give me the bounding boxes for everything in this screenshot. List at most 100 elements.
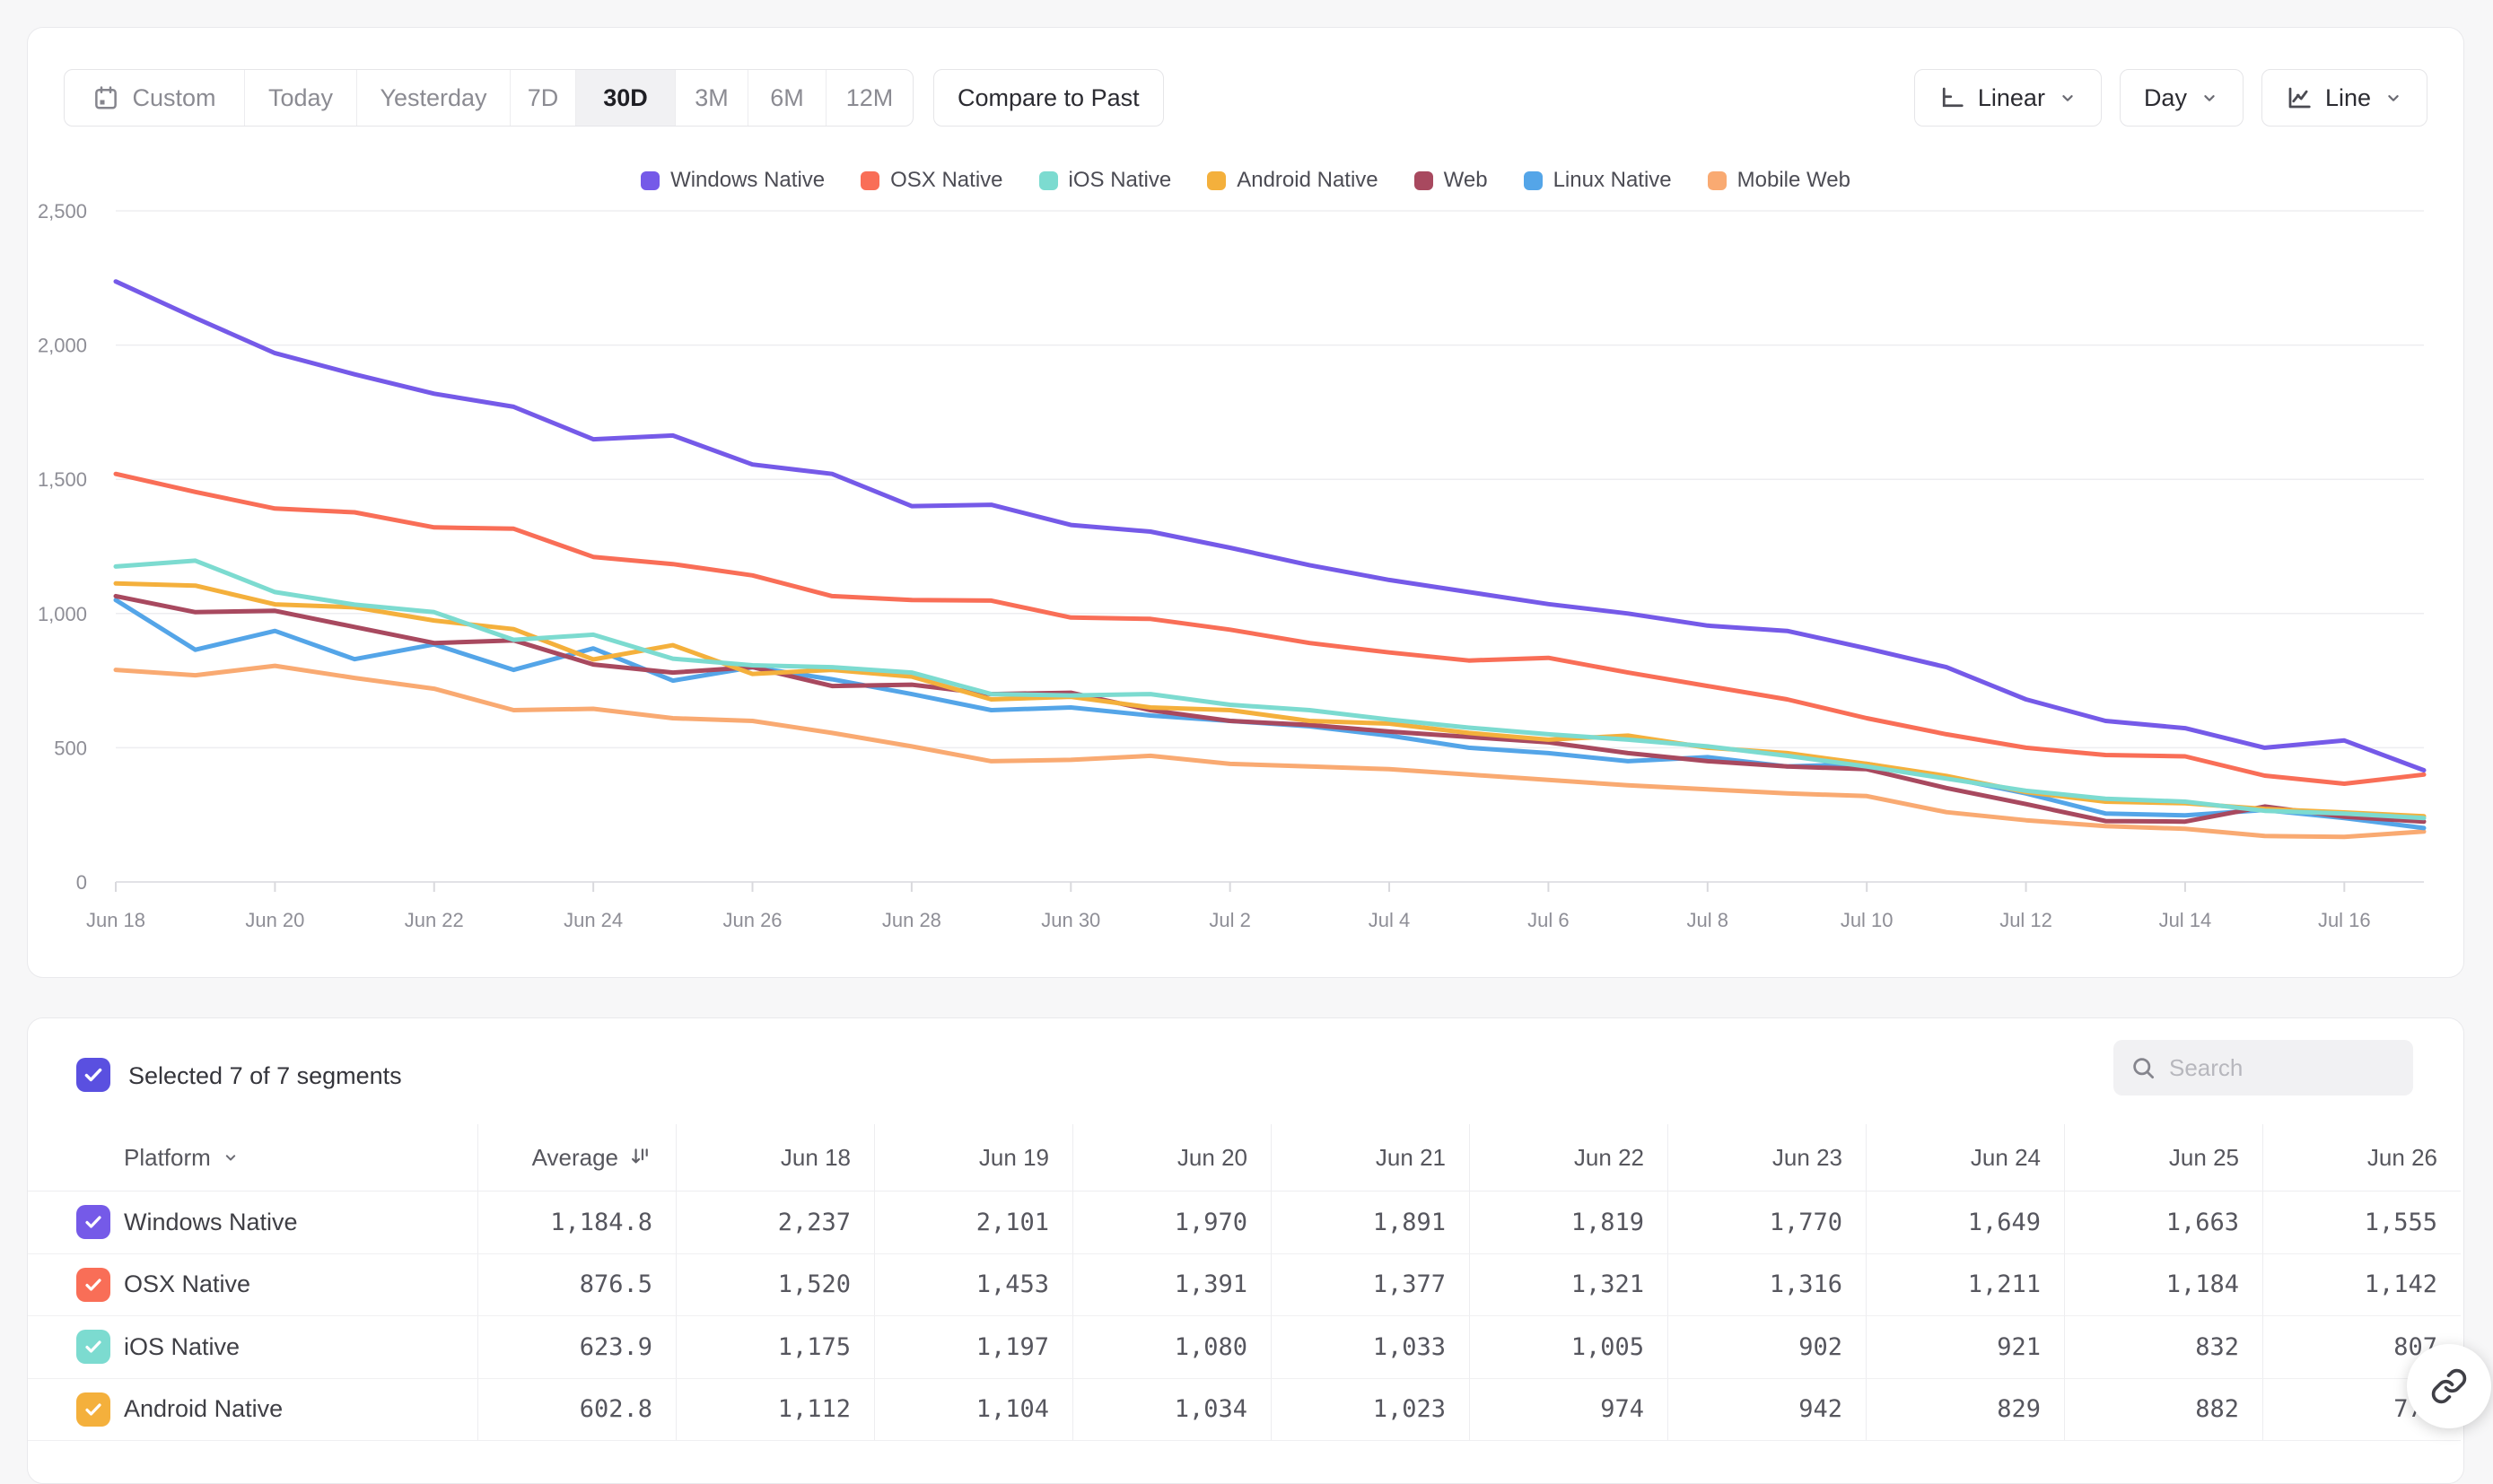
row-checkbox[interactable]: [76, 1205, 110, 1240]
column-header-jun-21[interactable]: Jun 21: [1271, 1124, 1469, 1192]
date-header-label: Jun 21: [1375, 1143, 1446, 1171]
x-axis-label: Jun 28: [882, 909, 941, 931]
table-row-osx-native[interactable]: OSX Native: [28, 1254, 477, 1316]
legend-swatch: [1707, 170, 1727, 190]
legend-swatch: [1038, 170, 1058, 190]
cell-value: 921: [1866, 1316, 2064, 1379]
table-row-android-native[interactable]: Android Native: [28, 1379, 477, 1441]
cell-value: 974: [1469, 1378, 1667, 1441]
range-item-3m[interactable]: 3M: [675, 70, 748, 126]
row-checkbox[interactable]: [76, 1267, 110, 1302]
chart-plot[interactable]: 0 500 1,000 1,500 2,000 2,500 Jun 18 Jun 20 Jun …: [28, 28, 2465, 979]
cell-value: 942: [1667, 1378, 1866, 1441]
column-header-jun-20[interactable]: Jun 20: [1072, 1124, 1271, 1192]
legend-label: Web: [1443, 168, 1488, 192]
legend-item-android-native[interactable]: Android Native: [1207, 168, 1378, 193]
series-line-mobile-web[interactable]: [113, 663, 2427, 840]
scale-select[interactable]: Linear: [1913, 69, 2102, 127]
series-line-ios-native[interactable]: [113, 558, 2427, 821]
x-axis-label: Jun 30: [1041, 909, 1100, 931]
chart-type-label: Line: [2324, 83, 2371, 111]
granularity-select[interactable]: Day: [2119, 69, 2244, 127]
column-header-jun-23[interactable]: Jun 23: [1667, 1124, 1866, 1192]
range-item-6m[interactable]: 6M: [748, 70, 826, 126]
range-item-custom[interactable]: Custom: [65, 70, 244, 126]
cell-value: 1,034: [1072, 1378, 1271, 1441]
date-header-label: Jun 24: [1970, 1143, 2041, 1171]
y-axis-label: 0: [76, 871, 87, 894]
range-item-label: Custom: [132, 83, 216, 111]
column-header-platform[interactable]: Platform: [28, 1124, 477, 1192]
column-header-jun-22[interactable]: Jun 22: [1469, 1124, 1667, 1192]
cell-value: 1,453: [874, 1253, 1072, 1316]
check-icon: [85, 1340, 101, 1353]
legend-item-osx-native[interactable]: OSX Native: [861, 168, 1003, 193]
legend-item-mobile-web[interactable]: Mobile Web: [1707, 168, 1850, 193]
range-item-30d[interactable]: 30D: [575, 70, 675, 126]
cell-average: 876.5: [477, 1253, 676, 1316]
range-item-7d[interactable]: 7D: [510, 70, 575, 126]
column-header-jun-18[interactable]: Jun 18: [676, 1124, 874, 1192]
platform-header-label: Platform: [124, 1143, 211, 1171]
column-header-average[interactable]: Average: [477, 1124, 676, 1192]
range-item-label: Today: [267, 83, 334, 111]
series-line-web[interactable]: [113, 593, 2427, 825]
legend-swatch: [1207, 170, 1227, 190]
range-item-today[interactable]: Today: [244, 70, 356, 126]
chevron-down-icon: [2384, 88, 2403, 108]
legend-label: Mobile Web: [1736, 168, 1850, 192]
x-axis-label: Jul 12: [1999, 909, 2052, 931]
y-axis-label: 500: [54, 737, 87, 759]
legend-label: Linux Native: [1553, 168, 1672, 192]
cell-value: 1,023: [1271, 1378, 1469, 1441]
cell-value: 1,555: [2262, 1192, 2461, 1254]
chart-toolbar: Custom Today Yesterday 7D 30D 3M 6M 12M Compare…: [64, 69, 2427, 127]
series-line-osx-native[interactable]: [113, 471, 2427, 786]
range-item-12m[interactable]: 12M: [826, 70, 913, 126]
column-header-jun-26[interactable]: Jun 26: [2262, 1124, 2461, 1192]
table-row-ios-native[interactable]: iOS Native: [28, 1316, 477, 1379]
range-item-yesterday[interactable]: Yesterday: [356, 70, 510, 126]
column-header-jun-25[interactable]: Jun 25: [2064, 1124, 2262, 1192]
link-fab[interactable]: [2407, 1344, 2491, 1428]
calendar-icon: [92, 84, 119, 111]
date-header-label: Jun 26: [2366, 1143, 2437, 1171]
compare-to-past-button[interactable]: Compare to Past: [933, 69, 1164, 127]
row-checkbox[interactable]: [76, 1392, 110, 1427]
range-item-label: 30D: [603, 83, 648, 111]
sort-descending-icon[interactable]: [629, 1146, 652, 1169]
range-item-label: Yesterday: [380, 83, 487, 111]
y-axis-label: 1,500: [38, 468, 87, 491]
y-axis-label: 2,500: [38, 200, 87, 223]
legend-item-windows-native[interactable]: Windows Native: [641, 168, 825, 193]
cell-value: 902: [1667, 1316, 1866, 1379]
cell-value: 1,819: [1469, 1192, 1667, 1254]
chart-legend: Windows Native OSX Native iOS Native Androi…: [28, 168, 2463, 193]
legend-label: Windows Native: [670, 168, 826, 192]
cell-value: 1,316: [1667, 1253, 1866, 1316]
row-checkbox[interactable]: [76, 1330, 110, 1365]
cell-value: 1,184: [2064, 1253, 2262, 1316]
range-item-label: 7D: [527, 83, 559, 111]
series-line-android-native[interactable]: [113, 581, 2427, 819]
chart-type-select[interactable]: Line: [2261, 69, 2427, 127]
column-header-jun-24[interactable]: Jun 24: [1866, 1124, 2064, 1192]
series-line-windows-native[interactable]: [113, 279, 2427, 773]
column-header-jun-19[interactable]: Jun 19: [874, 1124, 1072, 1192]
segments-select-all-checkbox[interactable]: [76, 1058, 110, 1092]
legend-item-ios-native[interactable]: iOS Native: [1038, 168, 1171, 193]
y-axis-label: 2,000: [38, 335, 87, 357]
legend-label: Android Native: [1237, 168, 1378, 192]
cell-value: 1,197: [874, 1316, 1072, 1379]
cell-value: 2,101: [874, 1192, 1072, 1254]
chart-panel: 0 500 1,000 1,500 2,000 2,500 Jun 18 Jun 20 Jun …: [27, 27, 2464, 978]
x-axis-label: Jul 2: [1209, 909, 1250, 931]
legend-item-web[interactable]: Web: [1413, 168, 1488, 193]
legend-item-linux-native[interactable]: Linux Native: [1523, 168, 1672, 193]
search-input[interactable]: [2169, 1053, 2397, 1082]
date-header-label: Jun 23: [1771, 1143, 1842, 1171]
x-axis-label: Jun 22: [405, 909, 464, 931]
date-range-control: Custom Today Yesterday 7D 30D 3M 6M 12M: [64, 69, 914, 127]
cell-value: 1,649: [1866, 1192, 2064, 1254]
table-row-windows-native[interactable]: Windows Native: [28, 1192, 477, 1254]
